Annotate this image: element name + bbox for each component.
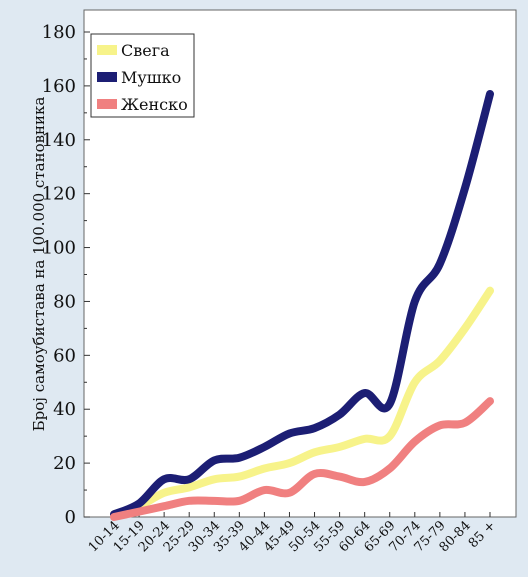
y-axis-label-group: Број самоубистава на 100.000 становника <box>30 97 48 432</box>
legend-swatch <box>97 99 117 109</box>
series-line-2 <box>110 89 494 519</box>
y-tick-label: 120 <box>42 184 76 205</box>
data-point <box>389 468 391 470</box>
data-point <box>263 446 265 448</box>
y-tick-label: 80 <box>53 291 76 312</box>
legend-swatch <box>97 72 117 82</box>
data-point <box>414 441 416 443</box>
data-point <box>163 478 165 480</box>
x-axis: 10-1415-1920-2425-2930-3435-3940-4445-49… <box>86 512 499 555</box>
y-tick-label: 60 <box>53 345 76 366</box>
data-point <box>439 360 441 362</box>
data-point <box>439 424 441 426</box>
data-point <box>263 489 265 491</box>
legend: Свега Мушко Женско <box>90 33 195 118</box>
data-point <box>238 500 240 502</box>
data-point <box>464 422 466 424</box>
data-point <box>489 290 491 292</box>
data-point <box>464 187 466 189</box>
data-point <box>213 478 215 480</box>
data-point <box>314 473 316 475</box>
data-point <box>464 327 466 329</box>
data-point <box>288 492 290 494</box>
y-tick-label: 40 <box>53 399 76 420</box>
data-point <box>213 500 215 502</box>
data-point <box>339 476 341 478</box>
data-point <box>339 446 341 448</box>
y-tick-label: 20 <box>53 453 76 474</box>
data-point <box>288 462 290 464</box>
data-point <box>489 400 491 402</box>
legend-label: Мушко <box>121 68 181 87</box>
data-point <box>188 486 190 488</box>
data-point <box>414 300 416 302</box>
y-tick-label: 140 <box>42 130 76 151</box>
series-line-3 <box>110 397 494 521</box>
data-point <box>238 476 240 478</box>
data-point <box>138 511 140 513</box>
y-tick-label: 0 <box>65 507 76 528</box>
y-tick-label: 180 <box>42 22 76 43</box>
data-point <box>138 503 140 505</box>
data-point <box>364 392 366 394</box>
data-point <box>439 263 441 265</box>
data-point <box>314 427 316 429</box>
legend-swatch <box>97 45 117 55</box>
y-tick-label: 160 <box>42 76 76 97</box>
data-point <box>489 93 491 95</box>
legend-label: Свега <box>121 41 170 60</box>
data-point <box>113 516 115 518</box>
legend-label: Женско <box>121 95 188 114</box>
data-point <box>414 381 416 383</box>
data-point <box>389 403 391 405</box>
data-point <box>188 478 190 480</box>
y-axis-label: Број самоубистава на 100.000 становника <box>30 97 48 432</box>
series-lines <box>110 89 494 521</box>
data-point <box>314 451 316 453</box>
data-point <box>163 505 165 507</box>
data-point <box>339 414 341 416</box>
data-point <box>389 435 391 437</box>
series-line-1 <box>110 286 494 519</box>
data-point <box>288 432 290 434</box>
data-point <box>188 500 190 502</box>
y-axis: 0 20 40 60 80 100 120 140 160 180 <box>42 22 90 528</box>
y-tick-label: 100 <box>42 238 76 259</box>
x-tick-label: 85 + <box>466 518 499 551</box>
data-point <box>364 481 366 483</box>
data-point <box>263 468 265 470</box>
data-point <box>163 492 165 494</box>
data-point <box>238 457 240 459</box>
data-point <box>213 459 215 461</box>
data-point <box>364 438 366 440</box>
